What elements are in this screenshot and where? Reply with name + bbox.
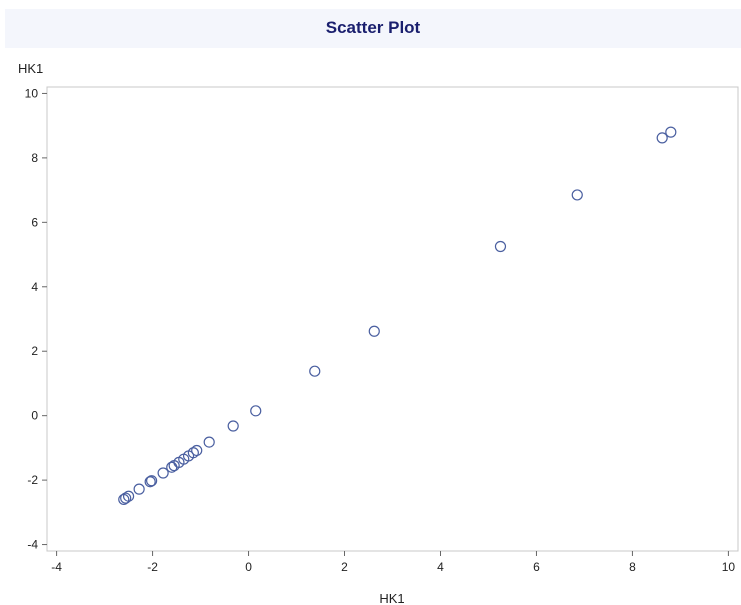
data-points xyxy=(118,126,677,506)
x-tick-label: 10 xyxy=(722,560,736,574)
y-tick-label: -4 xyxy=(27,538,38,552)
y-tick-label: 0 xyxy=(31,409,38,423)
y-axis-title: HK1 xyxy=(18,61,43,76)
x-tick-label: 2 xyxy=(341,560,348,574)
data-point xyxy=(494,240,507,253)
data-point xyxy=(309,365,321,377)
chart-title: Scatter Plot xyxy=(325,18,421,37)
x-tick-label: 4 xyxy=(437,560,444,574)
x-axis: -4 -2 0 2 4 6 8 10 xyxy=(51,551,735,574)
x-axis-title: HK1 xyxy=(379,591,404,605)
data-point xyxy=(122,490,135,502)
y-tick-label: 8 xyxy=(31,151,38,165)
data-point xyxy=(227,420,239,432)
data-point xyxy=(656,132,668,144)
data-point xyxy=(368,325,380,337)
data-point xyxy=(665,126,677,138)
data-point xyxy=(157,467,169,479)
x-tick-label: -4 xyxy=(51,560,62,574)
x-tick-label: 0 xyxy=(245,560,252,574)
y-tick-label: 6 xyxy=(31,215,38,229)
x-tick-label: 6 xyxy=(533,560,540,574)
data-point xyxy=(146,475,158,487)
data-point xyxy=(203,436,215,448)
x-tick-label: -2 xyxy=(147,560,158,574)
data-point xyxy=(144,476,156,488)
x-tick-label: 8 xyxy=(629,560,636,574)
y-tick-label: 2 xyxy=(31,344,38,358)
y-tick-label: -2 xyxy=(27,473,38,487)
data-point xyxy=(120,492,132,504)
y-axis: -4 -2 0 2 4 6 8 10 xyxy=(25,86,47,552)
data-point xyxy=(571,189,583,201)
title-bar: Scatter Plot xyxy=(5,9,741,48)
y-tick-label: 4 xyxy=(31,280,38,294)
data-point xyxy=(191,444,203,457)
data-point xyxy=(133,483,145,495)
data-point xyxy=(187,447,199,459)
data-point xyxy=(250,405,262,417)
y-tick-label: 10 xyxy=(25,86,39,100)
plot-area-frame xyxy=(46,86,739,552)
